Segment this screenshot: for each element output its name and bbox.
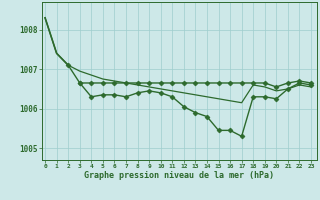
X-axis label: Graphe pression niveau de la mer (hPa): Graphe pression niveau de la mer (hPa) — [84, 171, 274, 180]
